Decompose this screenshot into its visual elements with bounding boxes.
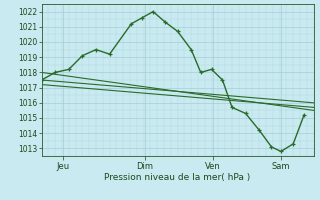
X-axis label: Pression niveau de la mer( hPa ): Pression niveau de la mer( hPa ): [104, 173, 251, 182]
